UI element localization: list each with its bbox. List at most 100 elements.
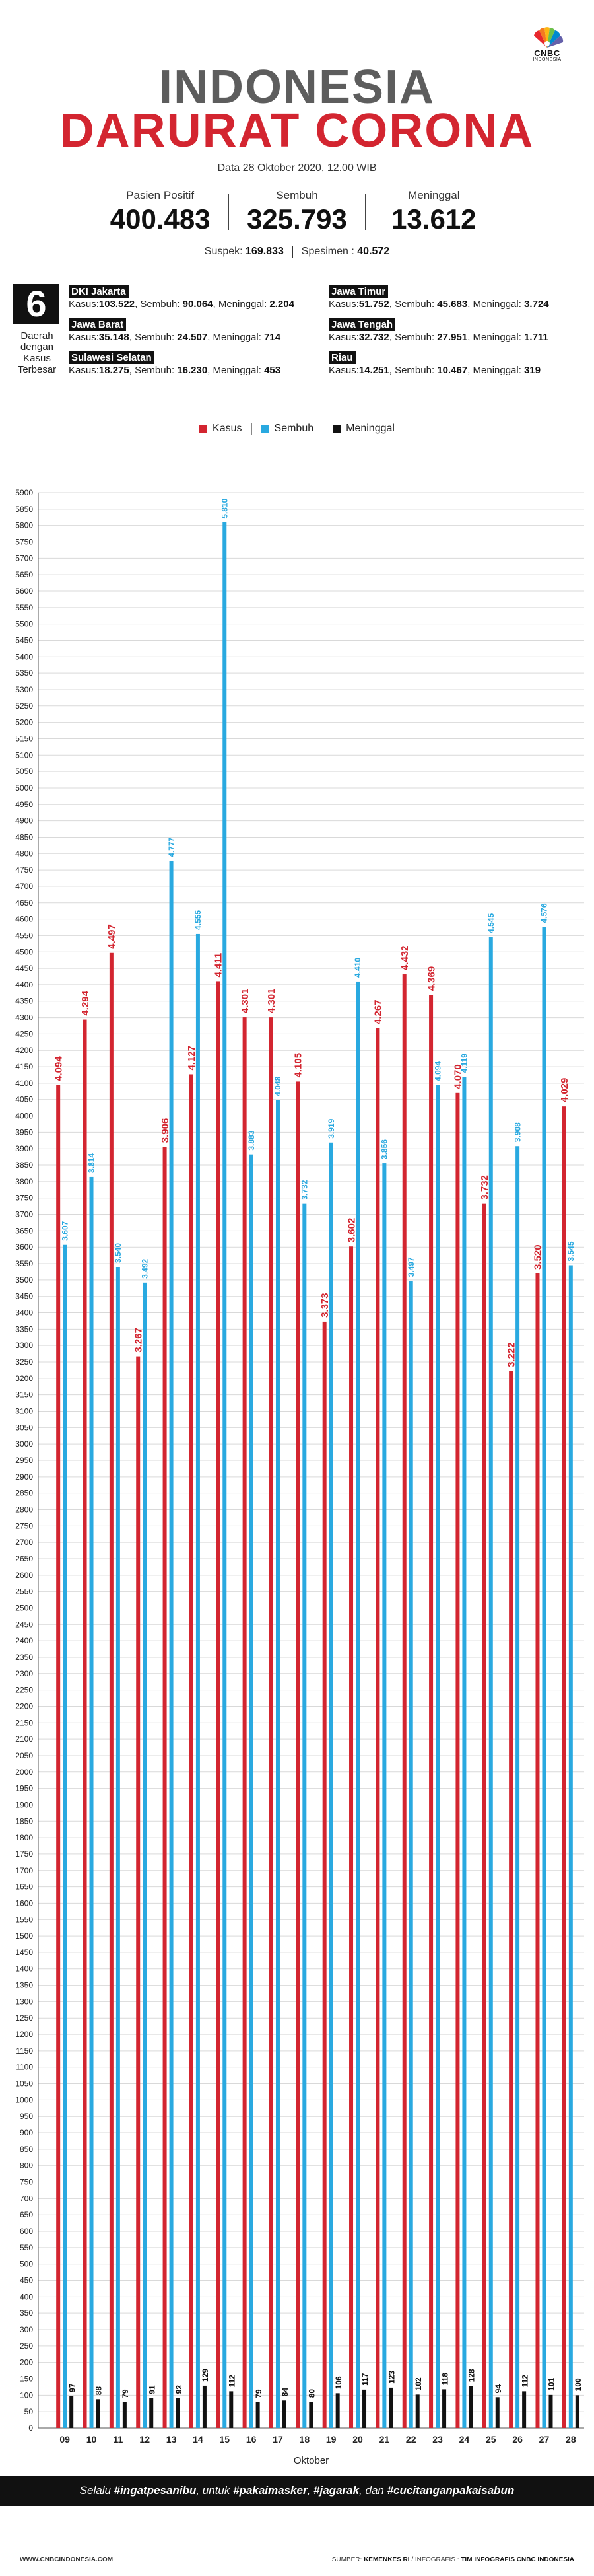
data-label-meninggal: 79 <box>254 2389 263 2398</box>
bar-kasus <box>269 1017 273 2428</box>
y-tick-label: 4700 <box>15 882 33 891</box>
tag-pakaimasker: #pakaimasker <box>233 2484 308 2497</box>
y-tick-label: 5750 <box>15 537 33 546</box>
bar-kasus <box>376 1028 380 2428</box>
data-label-kasus: 4.301 <box>240 989 251 1014</box>
data-label-kasus: 4.294 <box>80 990 91 1015</box>
stats-row: Pasien Positif 400.483 Sembuh 325.793 Me… <box>92 186 502 239</box>
bar-sembuh <box>329 1142 333 2428</box>
y-tick-label: 2350 <box>15 1653 33 1662</box>
data-label-meninggal: 117 <box>360 2373 370 2386</box>
y-tick-label: 2550 <box>15 1587 33 1596</box>
data-label-meninggal: 91 <box>147 2385 156 2394</box>
y-tick-label: 1250 <box>15 2013 33 2022</box>
stat-meninggal-value: 13.612 <box>391 203 477 234</box>
legend-swatch-sembuh <box>261 425 269 433</box>
x-tick-label: 11 <box>113 2434 123 2445</box>
stat-sembuh-label: Sembuh <box>276 189 318 201</box>
x-tick-label: 14 <box>193 2434 203 2445</box>
y-tick-label: 1150 <box>16 2046 33 2056</box>
data-label-sembuh: 3.492 <box>140 1258 149 1278</box>
y-tick-label: 5400 <box>15 652 33 661</box>
x-tick-label: 17 <box>273 2434 283 2445</box>
bar-kasus <box>136 1356 141 2428</box>
y-tick-label: 1350 <box>15 1981 33 1990</box>
region-kasus-label: Kasus: <box>69 365 99 376</box>
y-tick-label: 3500 <box>15 1275 33 1285</box>
region-name: Riau <box>329 351 356 364</box>
region-item: Riau Kasus:14.251, Sembuh: 10.467, Mening… <box>329 351 541 376</box>
y-tick-label: 2850 <box>15 1489 33 1498</box>
y-tick-label: 5000 <box>15 783 33 793</box>
x-tick-label: 27 <box>539 2434 550 2445</box>
title-line-2: DARURAT CORONA <box>59 104 535 157</box>
y-tick-label: 100 <box>20 2390 33 2400</box>
bar-sembuh <box>143 1282 147 2428</box>
credit-value: TIM INFOGRAFIS CNBC INDONESIA <box>461 2556 574 2563</box>
region-count-label: Daerah dengan Kasus Terbesar <box>17 330 57 375</box>
y-tick-label: 4500 <box>15 947 33 956</box>
data-label-sembuh: 3.732 <box>300 1180 310 1199</box>
y-tick-label: 50 <box>24 2407 34 2416</box>
tagline-mid2: , <box>307 2484 314 2497</box>
data-label-kasus: 3.373 <box>319 1293 331 1318</box>
legend-label-kasus: Kasus <box>213 423 242 434</box>
website-link[interactable]: WWW.CNBCINDONESIA.COM <box>20 2556 114 2563</box>
data-label-meninggal: 79 <box>121 2389 130 2398</box>
y-tick-label: 4950 <box>15 800 33 809</box>
bar-kasus <box>509 1371 513 2428</box>
bar-kasus <box>216 981 220 2428</box>
bar-meninggal <box>575 2395 579 2428</box>
bar-meninggal <box>202 2385 207 2428</box>
bar-kasus <box>349 1246 354 2428</box>
y-tick-label: 1650 <box>15 1882 33 1892</box>
y-tick-label: 1700 <box>15 1866 33 1875</box>
data-label-kasus: 4.070 <box>453 1064 464 1089</box>
region-meninggal-value: 2.204 <box>269 299 294 310</box>
region-sembuh-label: , Sembuh: <box>389 299 438 310</box>
y-tick-label: 4600 <box>15 915 33 924</box>
data-label-sembuh: 3.607 <box>60 1221 69 1240</box>
region-kasus-label: Kasus: <box>329 332 359 343</box>
y-tick-label: 5350 <box>15 668 33 678</box>
x-tick-label: 12 <box>139 2434 150 2445</box>
tagline-pre: Selalu <box>79 2484 114 2497</box>
bar-kasus <box>455 1092 460 2428</box>
y-tick-label: 5200 <box>15 718 33 727</box>
stat-sembuh: Sembuh 325.793 <box>229 186 364 239</box>
y-tick-label: 1850 <box>15 1816 33 1826</box>
footer-tagline: Selalu #ingatpesanibu, untuk #pakaimaske… <box>0 2478 594 2503</box>
bar-meninggal <box>229 2391 234 2428</box>
bar-meninggal <box>389 2387 393 2428</box>
y-tick-label: 2450 <box>15 1620 33 1629</box>
stat-meninggal-label: Meninggal <box>408 189 460 201</box>
cnbc-logo: CNBC INDONESIA <box>520 26 574 63</box>
y-tick-label: 1550 <box>15 1915 33 1924</box>
y-tick-label: 3950 <box>15 1127 33 1137</box>
data-label-kasus: 4.411 <box>213 953 224 978</box>
y-tick-label: 1200 <box>15 2030 33 2039</box>
data-label-kasus: 4.094 <box>53 1056 64 1081</box>
peacock-icon <box>534 27 564 48</box>
y-tick-label: 4850 <box>15 832 33 841</box>
bar-sembuh <box>488 937 493 2428</box>
data-label-kasus: 3.222 <box>506 1342 517 1367</box>
date-line: Data 28 Oktober 2020, 12.00 WIB <box>217 162 377 174</box>
region-sembuh-value: 27.951 <box>437 332 468 343</box>
region-kasus-value: 18.275 <box>98 365 129 376</box>
bar-meninggal <box>415 2394 420 2428</box>
data-label-kasus: 4.029 <box>559 1078 570 1103</box>
tagline-mid3: , dan <box>359 2484 387 2497</box>
y-tick-label: 2000 <box>15 1768 33 1777</box>
y-tick-label: 550 <box>20 2243 33 2252</box>
data-label-sembuh: 3.856 <box>380 1139 389 1159</box>
region-sembuh-value: 10.467 <box>437 365 468 376</box>
legend-label-sembuh: Sembuh <box>274 423 314 434</box>
y-tick-label: 2200 <box>15 1701 33 1711</box>
y-tick-label: 200 <box>20 2358 33 2367</box>
y-tick-label: 5650 <box>15 570 33 579</box>
bar-sembuh <box>409 1281 413 2428</box>
y-tick-label: 1800 <box>15 1833 33 1842</box>
x-tick-label: 24 <box>459 2434 470 2445</box>
y-tick-label: 4650 <box>15 898 33 908</box>
